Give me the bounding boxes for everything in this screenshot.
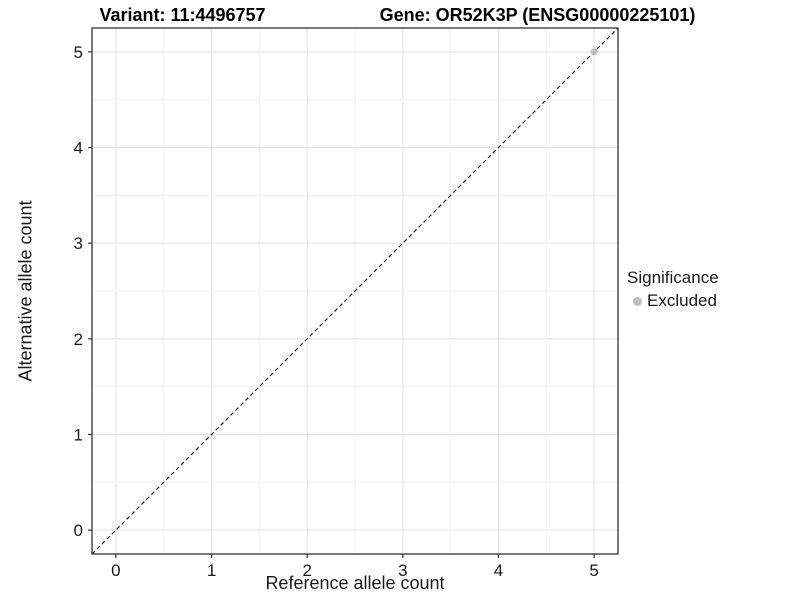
plot-title-variant: Variant: 11:4496757 xyxy=(99,5,266,25)
y-tick-label: 4 xyxy=(74,139,83,158)
data-point xyxy=(590,48,598,56)
x-tick-label: 2 xyxy=(302,561,311,580)
legend: Significance Excluded xyxy=(627,268,719,311)
y-tick-label: 2 xyxy=(74,330,83,349)
y-tick-label: 3 xyxy=(74,234,83,253)
legend-key-dot-icon xyxy=(633,296,642,306)
x-tick-label: 1 xyxy=(207,561,216,580)
x-tick-label: 3 xyxy=(398,561,407,580)
identity-line xyxy=(91,27,619,555)
x-tick-label: 5 xyxy=(589,561,598,580)
y-tick-label: 1 xyxy=(74,425,83,444)
legend-title: Significance xyxy=(627,268,719,287)
x-tick-label: 0 xyxy=(111,561,120,580)
legend-item-excluded: Excluded xyxy=(627,291,719,311)
y-tick-label: 5 xyxy=(74,43,83,62)
y-axis-label: Alternative allele count xyxy=(15,200,36,382)
y-tick-label: 0 xyxy=(74,521,83,540)
legend-item-label: Excluded xyxy=(647,291,717,310)
x-tick-label: 4 xyxy=(494,561,503,580)
plot-title-gene: Gene: OR52K3P (ENSG00000225101) xyxy=(379,5,696,25)
x-axis-label: Reference allele count xyxy=(265,573,445,593)
